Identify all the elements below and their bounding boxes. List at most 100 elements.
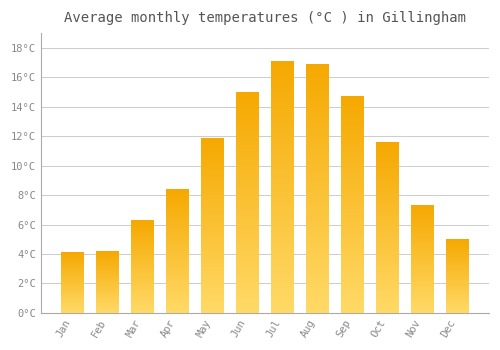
Bar (446, 295, 468, 296)
Bar (166, 252, 189, 253)
Bar (271, 129, 294, 132)
Bar (201, 160, 224, 162)
Bar (166, 265, 189, 266)
Bar (236, 295, 259, 298)
Bar (271, 169, 294, 172)
Bar (306, 206, 328, 208)
Bar (131, 268, 154, 269)
Bar (131, 308, 154, 309)
Bar (411, 237, 434, 238)
Bar (341, 265, 363, 267)
Bar (236, 139, 259, 141)
Bar (446, 245, 468, 246)
Bar (376, 220, 398, 222)
Bar (411, 242, 434, 243)
Bar (411, 267, 434, 268)
Bar (131, 243, 154, 244)
Bar (271, 174, 294, 177)
Bar (271, 227, 294, 230)
Bar (166, 215, 189, 216)
Bar (236, 132, 259, 134)
Bar (271, 119, 294, 121)
Bar (341, 261, 363, 263)
Bar (271, 199, 294, 202)
Bar (131, 279, 154, 280)
Bar (411, 214, 434, 215)
Bar (131, 223, 154, 224)
Bar (236, 302, 259, 304)
Bar (376, 306, 398, 308)
Bar (236, 194, 259, 196)
Bar (376, 274, 398, 275)
Bar (201, 204, 224, 206)
Bar (341, 170, 363, 172)
Bar (341, 127, 363, 129)
Bar (306, 79, 328, 82)
Bar (201, 267, 224, 269)
Bar (131, 222, 154, 223)
Bar (96, 261, 119, 262)
Bar (96, 272, 119, 273)
Bar (271, 84, 294, 86)
Bar (341, 194, 363, 196)
Bar (271, 215, 294, 217)
Bar (166, 202, 189, 203)
Bar (446, 272, 468, 273)
Bar (341, 114, 363, 116)
Bar (341, 176, 363, 179)
Bar (306, 188, 328, 191)
Bar (446, 284, 468, 285)
Bar (376, 286, 398, 287)
Bar (306, 236, 328, 238)
Bar (411, 290, 434, 291)
Bar (201, 231, 224, 232)
Bar (376, 294, 398, 296)
Bar (411, 226, 434, 227)
Bar (166, 263, 189, 265)
Bar (446, 283, 468, 284)
Bar (131, 278, 154, 279)
Bar (306, 280, 328, 283)
Bar (96, 295, 119, 296)
Bar (341, 105, 363, 107)
Bar (166, 255, 189, 256)
Bar (306, 243, 328, 246)
Bar (411, 309, 434, 311)
Bar (201, 201, 224, 203)
Bar (96, 276, 119, 277)
Bar (236, 101, 259, 103)
Bar (446, 282, 468, 283)
Bar (341, 222, 363, 224)
Bar (411, 233, 434, 235)
Bar (236, 275, 259, 278)
Bar (341, 267, 363, 270)
Bar (201, 294, 224, 295)
Bar (62, 277, 84, 278)
Bar (236, 227, 259, 229)
Bar (446, 265, 468, 266)
Bar (62, 302, 84, 303)
Bar (236, 244, 259, 247)
Bar (341, 116, 363, 118)
Bar (131, 244, 154, 245)
Bar (341, 289, 363, 291)
Bar (446, 289, 468, 290)
Bar (376, 152, 398, 154)
Bar (131, 297, 154, 298)
Bar (306, 163, 328, 166)
Bar (201, 167, 224, 169)
Bar (376, 231, 398, 232)
Bar (201, 297, 224, 299)
Bar (271, 76, 294, 79)
Bar (341, 181, 363, 183)
Bar (166, 203, 189, 204)
Bar (166, 258, 189, 260)
Bar (201, 292, 224, 294)
Bar (131, 248, 154, 249)
Bar (271, 235, 294, 237)
Bar (96, 301, 119, 302)
Bar (446, 275, 468, 276)
Bar (306, 286, 328, 288)
Bar (166, 251, 189, 252)
Bar (411, 220, 434, 222)
